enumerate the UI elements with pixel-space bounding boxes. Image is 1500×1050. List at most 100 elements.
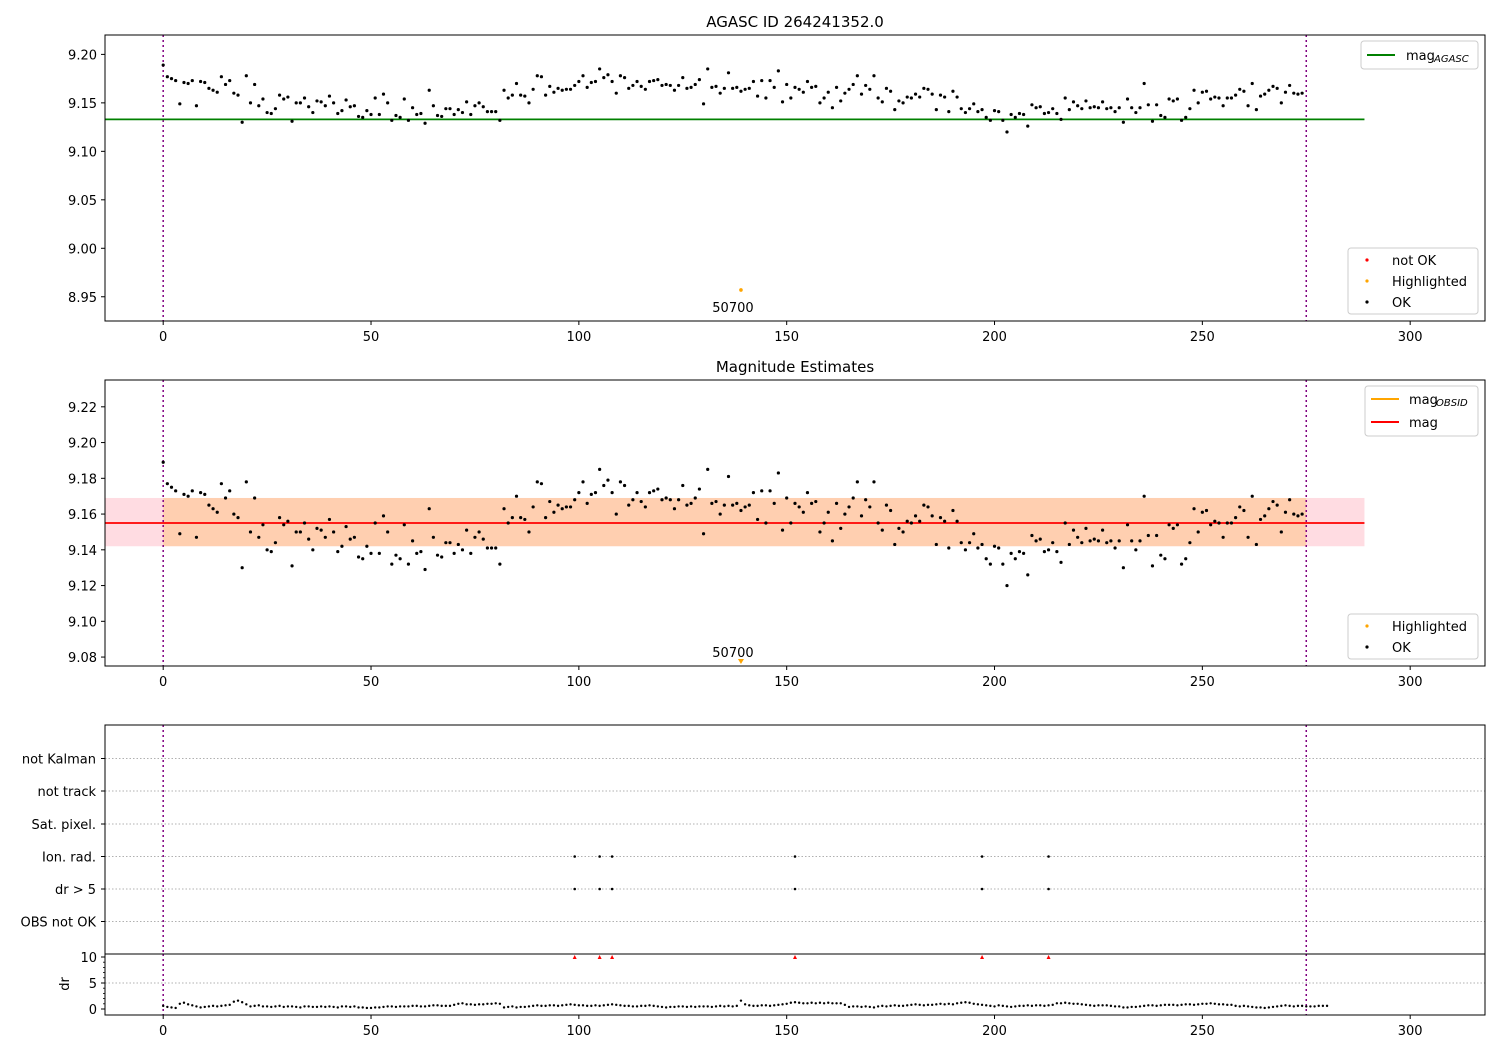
data-point [768,489,772,493]
data-point [1254,108,1258,112]
data-point [776,471,780,475]
data-point [1113,546,1117,550]
data-point [751,79,756,84]
data-point [402,523,406,527]
panel-title: AGASC ID 264241352.0 [706,13,884,31]
data-point [352,104,356,108]
dr-point [698,1005,701,1008]
data-point [735,501,739,505]
data-point [169,485,174,489]
dr-point [885,1005,888,1008]
y-tick-label: 9.22 [68,401,97,416]
dr-point [1151,1004,1154,1007]
data-point [668,498,672,502]
data-point [1179,562,1184,566]
data-point [1009,112,1013,117]
data-point [988,118,992,122]
dr-point [469,1003,472,1006]
data-point [356,555,361,559]
dr-point [511,1005,514,1008]
dr-point [594,1004,597,1007]
dr-point [349,1005,352,1009]
data-point [440,555,444,559]
flag-label: not track [37,785,96,800]
data-point [494,109,498,114]
data-point [510,93,514,97]
dr-point [403,1005,406,1008]
dr-point [947,1002,950,1005]
legend-label: not OK [1392,254,1437,269]
data-point [344,98,348,102]
flag-event-ion-rad [610,855,614,858]
dr-point [752,1004,755,1008]
data-point [194,535,199,539]
dr-point [178,1002,182,1005]
data-point [1051,541,1055,545]
data-point [448,107,452,111]
data-point [1100,528,1105,532]
dr-point [1213,1002,1217,1005]
data-point [186,494,190,498]
data-point [410,539,415,543]
data-point [851,496,855,500]
dr-point [660,1005,664,1009]
legend-marker [1365,279,1369,283]
legend-label: Highlighted [1392,275,1467,290]
data-point [598,67,602,71]
data-point [897,526,901,530]
y-tick-label: 9.15 [68,97,97,112]
data-point [1038,537,1042,541]
data-point [1221,104,1225,108]
dr-point [835,1002,838,1005]
data-point [302,521,307,525]
data-point [298,101,302,105]
dr-point [1122,1006,1125,1009]
dr-point [170,1006,173,1009]
data-point [1017,550,1022,554]
dr-point [452,1003,456,1007]
data-point [1022,112,1026,117]
data-point [631,498,635,502]
dr-point [960,1001,963,1004]
data-point [1200,510,1204,514]
y-tick-label: 10 [80,951,97,966]
data-point [577,79,581,84]
data-point [1013,557,1017,561]
y-tick-label: 9.08 [68,651,97,666]
dr-point [561,1004,564,1007]
x-tick-label: 200 [982,675,1007,690]
dr-point [644,1004,647,1008]
data-point [1109,539,1113,543]
data-point [1283,510,1288,514]
data-point [523,94,527,98]
dr-point [390,1005,394,1008]
dr-point [610,1003,614,1006]
dr-point [1267,1006,1271,1009]
dr-point [1101,1004,1104,1007]
dr-point [502,1006,506,1009]
data-point [864,498,868,502]
dr-point [1126,1006,1129,1009]
dr-point [1226,1003,1229,1007]
flag-event-dr5 [610,887,614,891]
data-point [764,521,768,525]
data-point [161,63,165,67]
data-point [315,526,319,530]
data-point [203,492,207,496]
dr-axis-label: dr [58,977,73,991]
data-point [365,109,369,113]
data-point [1155,103,1159,107]
data-point [826,510,830,514]
data-point [1076,535,1080,539]
data-point [1175,97,1180,101]
dr-point [565,1003,568,1007]
data-point [606,478,610,482]
data-point [822,96,826,100]
legend-marker [1365,645,1369,649]
legend-marker [1365,624,1369,628]
data-point [685,86,689,90]
data-point [889,508,893,513]
flag-event-dr5 [793,887,797,891]
data-point [1196,101,1200,105]
data-point [1134,548,1138,552]
